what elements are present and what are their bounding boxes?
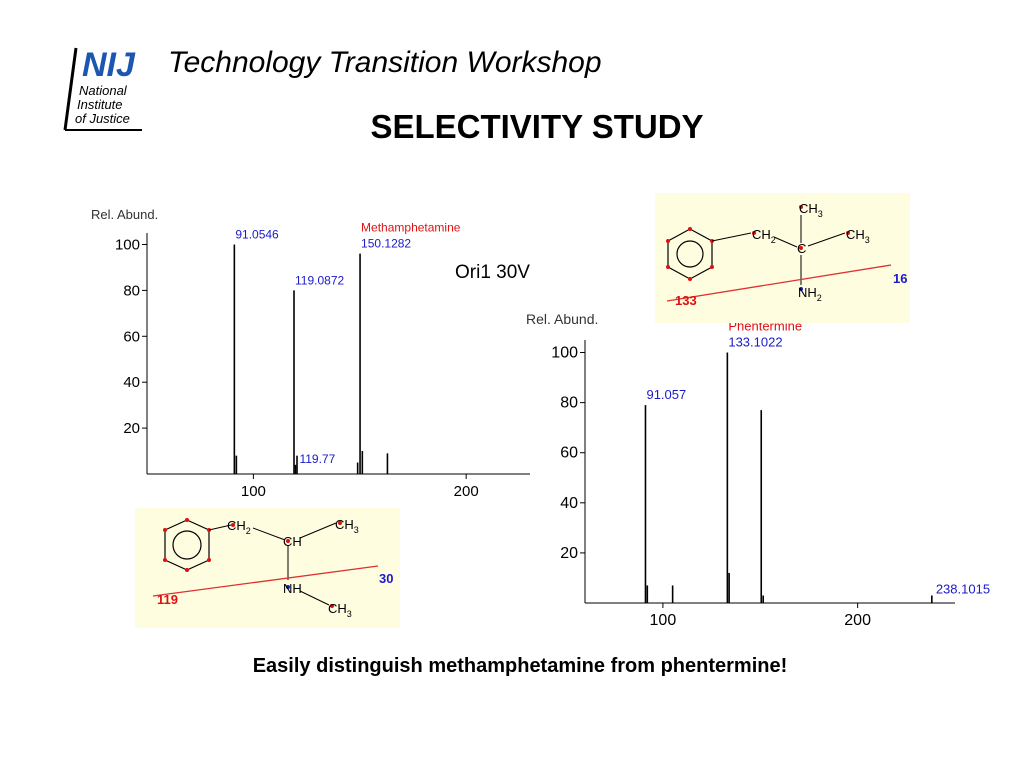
peak-label: 150.1282	[361, 237, 411, 251]
atom-ch2: CH	[227, 518, 246, 533]
x-tick-label: 200	[844, 612, 871, 629]
methamphetamine-structure: CH2 CH CH3 NH CH3 119 30	[135, 508, 400, 628]
methamphetamine-structure-diagram: CH2 CH CH3 NH CH3 119 30	[152, 517, 393, 619]
svg-text:CH3: CH3	[328, 601, 352, 619]
atom-nh2-sub: 2	[817, 293, 822, 303]
peak-label: 133.1022	[728, 335, 782, 350]
logo-line-1: National	[79, 83, 128, 98]
fragment-left-mass: 119	[157, 592, 178, 607]
slide-title: SELECTIVITY STUDY	[370, 108, 704, 145]
workshop-title: Technology Transition Workshop	[168, 46, 602, 79]
x-tick-label: 100	[650, 612, 677, 629]
nij-logo: NIJ National Institute of Justice	[62, 44, 162, 134]
atom-ch3-top: CH	[335, 517, 354, 532]
footer-conclusion: Easily distinguish methamphetamine from …	[252, 655, 788, 677]
phentermine-spectrum: Rel. Abund. 20 40 60 80 100 100 200 91.057 133.10…	[526, 311, 990, 629]
atom-ch3-top: CH	[799, 201, 818, 216]
x-tick-label: 200	[454, 483, 479, 500]
y-axis-label: Rel. Abund.	[526, 311, 598, 327]
svg-text:CH2: CH2	[752, 227, 776, 245]
condition-label: Ori1 30V	[455, 262, 530, 283]
y-tick-label: 80	[560, 395, 578, 412]
y-tick-label: 100	[115, 236, 140, 253]
svg-text:CH2: CH2	[227, 518, 251, 536]
atom-ch3-right-sub: 3	[865, 235, 870, 245]
methamphetamine-spectrum: Rel. Abund. 20 40 60 80 100 100 200 91.0546 119.0…	[91, 207, 530, 500]
svg-text:CH3: CH3	[846, 227, 870, 245]
phentermine-structure-diagram: CH2 C CH3 CH3 NH2 133 16	[666, 201, 907, 308]
svg-text:CH3: CH3	[335, 517, 359, 535]
atom-ch2: CH	[752, 227, 771, 242]
svg-text:NH2: NH2	[798, 285, 822, 303]
peak-label: 91.057	[646, 387, 686, 402]
fragment-right-mass: 16	[893, 271, 907, 286]
atom-ch3-top-sub: 3	[818, 209, 823, 219]
svg-text:CH3: CH3	[799, 201, 823, 219]
logo-abbr: NIJ	[82, 46, 136, 84]
compound-label: Methamphetamine	[361, 221, 461, 235]
nij-logo-mark: NIJ National Institute of Justice	[63, 46, 142, 131]
atom-ch3-right: CH	[846, 227, 865, 242]
atom-ch3-bottom: CH	[328, 601, 347, 616]
y-tick-label: 40	[123, 374, 140, 391]
atom-ch3-bottom-sub: 3	[347, 609, 352, 619]
atom-nh2: NH	[798, 285, 817, 300]
peak-label: 119.0872	[295, 273, 344, 287]
logo-line-2: Institute	[77, 97, 123, 112]
y-axis-label: Rel. Abund.	[91, 207, 158, 222]
phentermine-structure: CH2 C CH3 CH3 NH2 133 16	[655, 193, 910, 323]
y-tick-label: 60	[560, 445, 578, 462]
peak-label: 91.0546	[235, 227, 279, 241]
fragment-right-mass: 30	[379, 571, 393, 586]
logo-line-3: of Justice	[75, 111, 130, 126]
atom-ch: CH	[283, 534, 302, 549]
y-tick-label: 100	[551, 345, 578, 362]
peak-label: 238.1015	[936, 581, 990, 596]
y-tick-label: 20	[560, 545, 578, 562]
peak-label: 119.77	[299, 452, 335, 466]
atom-ch2-sub: 2	[246, 526, 251, 536]
atom-ch3-top-sub: 3	[354, 525, 359, 535]
atom-nh: NH	[283, 581, 302, 596]
y-tick-label: 20	[123, 420, 140, 437]
y-tick-label: 80	[123, 282, 140, 299]
x-tick-label: 100	[241, 483, 266, 500]
atom-c: C	[797, 241, 806, 256]
fragment-left-mass: 133	[675, 293, 697, 308]
y-tick-label: 40	[560, 495, 578, 512]
atom-ch2-sub: 2	[771, 235, 776, 245]
y-tick-label: 60	[123, 328, 140, 345]
